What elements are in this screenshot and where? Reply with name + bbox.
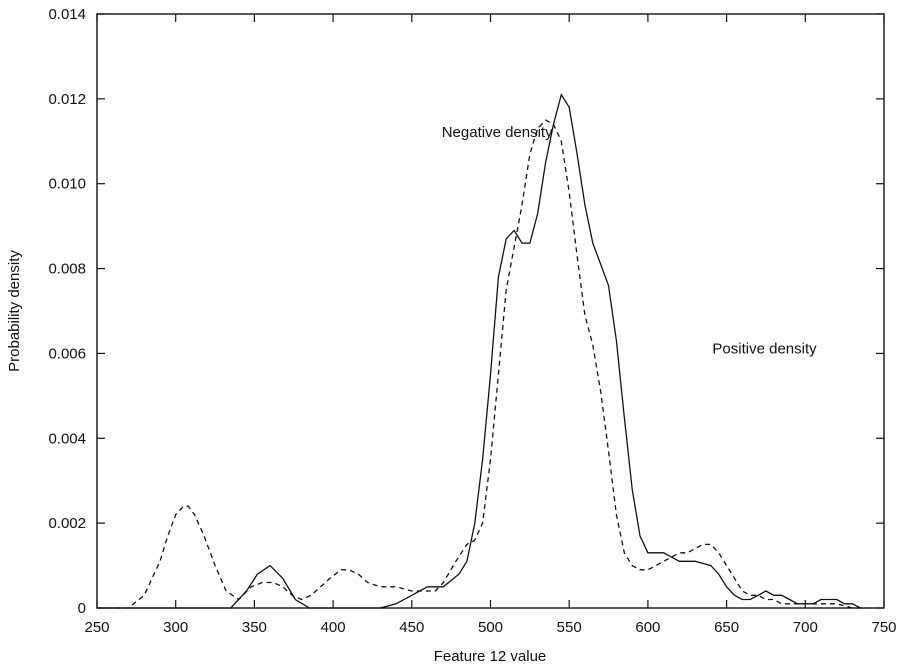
x-tick-label: 600 — [635, 619, 660, 636]
x-axis-label: Feature 12 value — [434, 648, 547, 665]
y-tick-label: 0.006 — [48, 345, 86, 362]
negative-density-line — [97, 119, 869, 609]
y-tick-label: 0.002 — [48, 515, 86, 532]
annotation-label: Negative density — [442, 124, 553, 141]
annotation-layer: Negative density Positive density — [442, 124, 817, 357]
x-tick-label: 400 — [321, 619, 346, 636]
plot-frame — [96, 13, 885, 609]
y-tick-label: 0.004 — [48, 430, 86, 447]
x-tick-label: 450 — [399, 619, 424, 636]
x-tick-label: 700 — [793, 619, 818, 636]
y-axis-label: Probability density — [6, 250, 23, 372]
annotation-label: Positive density — [712, 340, 817, 357]
series-layer — [97, 92, 869, 609]
y-tick-label: 0.012 — [48, 91, 86, 108]
y-tick-label: 0.014 — [48, 6, 86, 23]
x-tick-label: 300 — [163, 619, 188, 636]
axis-ticks: 250 300 350 400 450 500 550 600 650 700 750 0 0.002 0… — [48, 6, 896, 636]
y-tick-label: 0 — [78, 600, 86, 617]
y-tick-label: 0.008 — [48, 261, 86, 278]
x-tick-label: 350 — [242, 619, 267, 636]
x-tick-label: 250 — [84, 619, 109, 636]
x-tick-label: 750 — [871, 619, 896, 636]
x-tick-label: 500 — [478, 619, 503, 636]
y-tick-label: 0.010 — [48, 176, 86, 193]
x-tick-label: 650 — [714, 619, 739, 636]
positive-density-line — [97, 92, 861, 609]
x-tick-label: 550 — [557, 619, 582, 636]
